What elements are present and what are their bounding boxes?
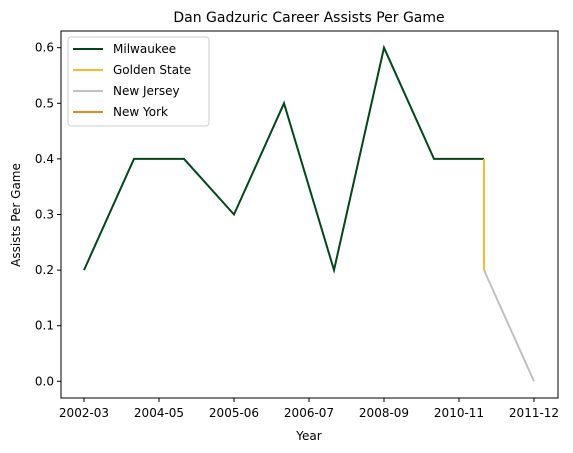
series-line-milwaukee <box>83 44 484 275</box>
legend-label-golden-state: Golden State <box>113 63 191 77</box>
plot-frame <box>60 30 559 399</box>
legend-label-milwaukee: Milwaukee <box>113 42 176 56</box>
y-tick-label: 0.2 <box>35 263 54 277</box>
y-axis-label: Assists Per Game <box>9 163 23 267</box>
x-tick-label: 2010-11 <box>434 406 484 420</box>
x-tick-label: 2002-03 <box>59 406 109 420</box>
x-axis-label: Year <box>295 429 321 443</box>
y-tick-label: 0.0 <box>35 374 54 388</box>
chart-title: Dan Gadzuric Career Assists Per Game <box>173 10 444 26</box>
y-tick-label: 0.3 <box>35 208 54 222</box>
y-tick-label: 0.6 <box>35 41 54 55</box>
x-tick-label: 2006-07 <box>284 406 334 420</box>
x-tick-label: 2005-06 <box>209 406 259 420</box>
legend-box <box>67 36 210 127</box>
y-tick-label: 0.1 <box>35 319 54 333</box>
x-tick-label: 2008-09 <box>359 406 409 420</box>
x-tick-label: 2004-05 <box>134 406 184 420</box>
series-line-new-jersey <box>483 269 535 382</box>
legend: Milwaukee Golden State New Jersey New York <box>67 36 210 127</box>
y-tick-label: 0.5 <box>35 96 54 110</box>
x-tick-label: 2011-12 <box>509 406 559 420</box>
legend-label-new-york: New York <box>113 105 168 119</box>
legend-label-new-jersey: New Jersey <box>113 84 180 98</box>
y-tick-label: 0.4 <box>35 152 54 166</box>
